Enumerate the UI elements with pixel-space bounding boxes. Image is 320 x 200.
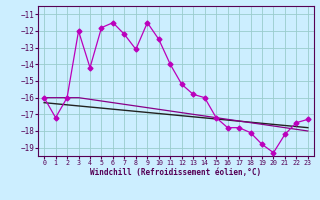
- X-axis label: Windchill (Refroidissement éolien,°C): Windchill (Refroidissement éolien,°C): [91, 168, 261, 177]
